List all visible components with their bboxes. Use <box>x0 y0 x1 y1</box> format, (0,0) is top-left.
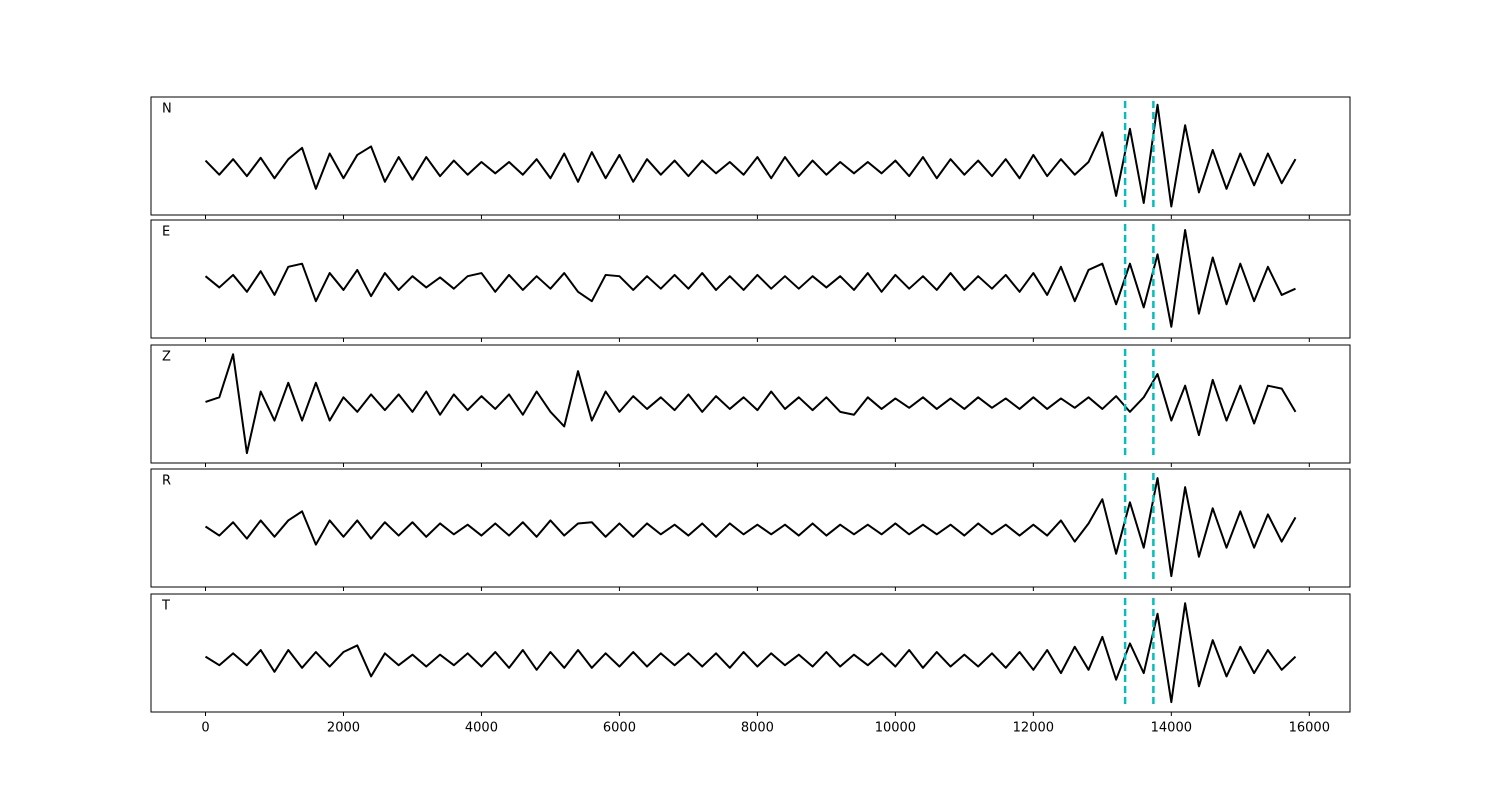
panel-frame <box>150 468 1351 588</box>
x-tick-label: 16000 <box>1289 721 1330 736</box>
x-tick-label: 14000 <box>1151 721 1192 736</box>
panel-label: R <box>162 474 171 489</box>
x-tick-label: 10000 <box>875 721 916 736</box>
x-tick-label: 12000 <box>1013 721 1054 736</box>
x-tick-label: 6000 <box>603 721 636 736</box>
trace <box>204 103 1297 208</box>
trace <box>204 228 1296 328</box>
trace <box>204 477 1297 578</box>
x-tick-label: 4000 <box>465 721 498 736</box>
trace <box>205 353 1297 455</box>
trace <box>204 602 1297 704</box>
x-tick-label: 8000 <box>741 721 774 736</box>
x-tick-label: 0 <box>201 721 209 736</box>
panel-frame <box>150 593 1351 713</box>
panel-frame <box>150 96 1351 216</box>
panel-label: T <box>161 599 170 614</box>
panel-frame <box>150 219 1351 339</box>
panel-frame <box>150 344 1351 464</box>
panel-label: Z <box>162 350 171 365</box>
x-tick-label: 2000 <box>327 721 360 736</box>
panel-label: N <box>162 102 172 117</box>
panel-label: E <box>162 225 170 240</box>
